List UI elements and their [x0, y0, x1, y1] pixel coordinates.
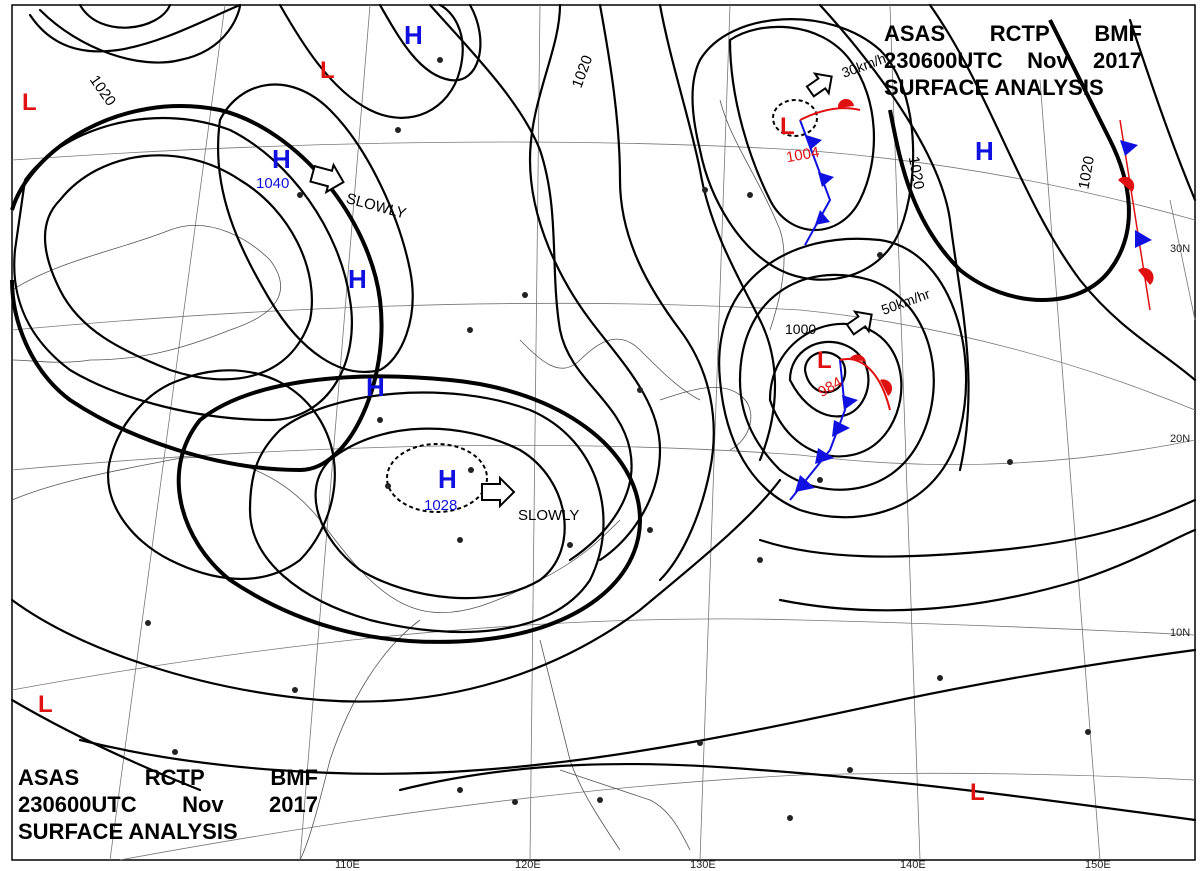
low-center-symbol: L	[780, 113, 795, 140]
longitude-label: 110E	[335, 859, 360, 871]
footer-month: Nov	[182, 792, 224, 817]
title-source: ASAS	[884, 21, 946, 46]
warm-front-north	[799, 98, 861, 121]
dashed-isobars	[386, 99, 818, 513]
isobar-label: 1020	[1075, 155, 1098, 191]
footer-line-1: ASAS RCTP BMF	[18, 764, 318, 791]
low-motion-label: 50km/hr	[879, 285, 932, 317]
high-center-symbol: H	[438, 464, 457, 494]
front-east	[1118, 119, 1154, 311]
isobar-label: 1020	[86, 72, 119, 109]
station-plots	[145, 57, 1091, 821]
footer-line-2: 230600UTC Nov 2017	[18, 791, 318, 818]
low-symbol: L	[38, 691, 53, 718]
map-title-top: ASAS RCTP BMF 230600UTC Nov 2017 SURFACE…	[884, 20, 1142, 101]
latitude-label: 20N	[1170, 433, 1190, 445]
high-motion-label: SLOWLY	[518, 507, 579, 524]
longitude-grid	[109, 4, 1196, 861]
title-line-3: SURFACE ANALYSIS	[884, 74, 1142, 101]
low-symbol: L	[970, 779, 985, 806]
isobar-label: 1000	[785, 321, 816, 337]
pressure-centers: H 1040 SLOWLY H 1028 SLOWLY L 1004 30km/…	[22, 20, 994, 806]
latitude-grid	[11, 141, 1196, 861]
title-month: Nov	[1027, 48, 1069, 73]
longitude-label: 140E	[900, 859, 926, 871]
footer-station: RCTP	[144, 765, 205, 790]
low-center-value: 984	[815, 374, 845, 401]
high-motion-label: SLOWLY	[344, 190, 408, 222]
title-product: SURFACE ANALYSIS	[884, 75, 1104, 100]
title-line-2: 230600UTC Nov 2017	[884, 47, 1142, 74]
high-symbol: H	[348, 264, 367, 294]
warm-front-south	[839, 354, 893, 411]
footer-product: SURFACE ANALYSIS	[18, 819, 238, 844]
footer-source: ASAS	[18, 765, 80, 790]
motion-arrows	[309, 72, 873, 509]
longitude-label: 130E	[690, 859, 716, 871]
longitude-label: 120E	[515, 859, 541, 871]
cold-front-north	[799, 119, 834, 246]
footer-agency: BMF	[270, 765, 318, 790]
title-line-1: ASAS RCTP BMF	[884, 20, 1142, 47]
title-year: 2017	[1093, 48, 1142, 73]
map-frame	[11, 4, 1196, 861]
high-symbol: H	[975, 136, 994, 166]
high-center-symbol: H	[272, 144, 291, 174]
title-agency: BMF	[1094, 21, 1142, 46]
footer-year: 2017	[269, 792, 318, 817]
footer-line-3: SURFACE ANALYSIS	[18, 818, 318, 845]
title-time: 230600UTC	[884, 48, 1003, 73]
latitude-label: 30N	[1170, 243, 1190, 255]
isobars	[10, 3, 1197, 822]
low-symbol: L	[320, 57, 335, 84]
title-station: RCTP	[989, 21, 1050, 46]
footer-time: 230600UTC	[18, 792, 137, 817]
graticule-labels: 30N 20N 10N 110E 120E 130E 140E 150E	[335, 243, 1190, 871]
low-symbol: L	[22, 89, 37, 116]
latitude-label: 10N	[1170, 627, 1190, 639]
map-title-bottom: ASAS RCTP BMF 230600UTC Nov 2017 SURFACE…	[18, 764, 318, 845]
cold-front-south	[789, 359, 858, 501]
high-symbol: H	[404, 20, 423, 50]
isobar-label: 1020	[569, 53, 596, 90]
high-center-value: 1028	[424, 497, 457, 514]
isobar-label: 1020	[905, 155, 928, 191]
longitude-label: 150E	[1085, 859, 1111, 871]
high-center-value: 1040	[256, 175, 289, 192]
low-center-value: 1004	[785, 144, 821, 167]
low-center-symbol: L	[817, 347, 832, 374]
high-symbol: H	[366, 372, 385, 402]
